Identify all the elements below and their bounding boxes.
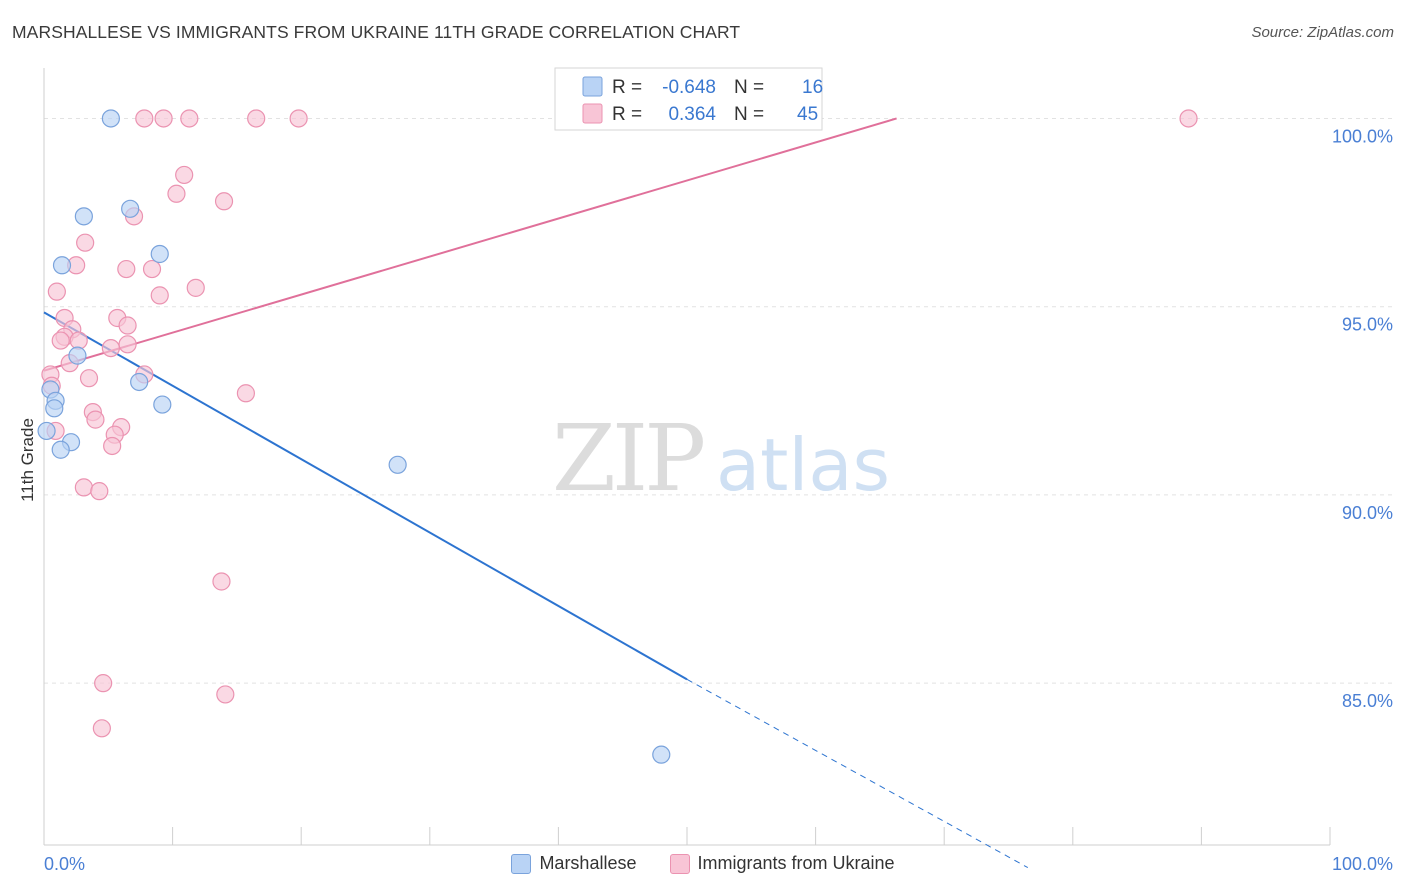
point-marshallese — [652, 745, 671, 764]
point-marshallese — [150, 244, 169, 264]
watermark: ZIP atlas — [552, 405, 890, 512]
point-ukraine — [150, 286, 169, 305]
stats-n-value-2: 45 — [797, 104, 818, 125]
stats-n-label-1: N = — [734, 77, 764, 98]
source-label: Source: ZipAtlas.com — [1251, 24, 1394, 41]
point-ukraine — [51, 331, 70, 350]
stats-r-label-1: R = — [612, 77, 642, 98]
point-ukraine — [142, 259, 162, 279]
point-ukraine — [74, 478, 93, 497]
x-tick-label: 100.0% — [1332, 854, 1393, 874]
y-tick-label: 100.0% — [1332, 126, 1393, 146]
stats-n-value-1: 16 — [802, 77, 823, 98]
point-ukraine — [135, 109, 154, 128]
point-ukraine — [118, 335, 137, 354]
stats-swatch-marshallese — [582, 76, 603, 97]
point-ukraine — [117, 259, 136, 279]
point-ukraine — [289, 109, 308, 128]
point-ukraine — [79, 369, 99, 388]
point-marshallese — [388, 455, 407, 474]
legend-item-ukraine[interactable]: Immigrants from Ukraine — [669, 852, 895, 874]
axes — [43, 68, 1331, 846]
legend-label-marshallese: Marshallese — [539, 852, 637, 873]
point-ukraine — [92, 719, 111, 738]
point-marshallese — [121, 199, 140, 218]
point-ukraine — [94, 674, 113, 693]
point-marshallese — [68, 346, 87, 365]
chart-title: MARSHALLESE VS IMMIGRANTS FROM UKRAINE 1… — [12, 22, 741, 42]
stats-swatch-ukraine — [582, 103, 603, 124]
point-marshallese — [130, 372, 149, 392]
x-tick-labels: 0.0% 100.0% — [44, 854, 1393, 874]
point-marshallese — [37, 421, 56, 441]
watermark-zip: ZIP — [552, 405, 703, 512]
stats-legend: R = -0.648 N = 16 R = 0.364 N = 45 — [554, 67, 823, 131]
point-ukraine — [154, 109, 173, 128]
stats-r-value-2: 0.364 — [668, 104, 716, 125]
point-ukraine — [212, 572, 231, 591]
point-ukraine — [180, 109, 199, 128]
point-marshallese — [74, 207, 93, 226]
legend-label-ukraine: Immigrants from Ukraine — [697, 852, 895, 873]
point-ukraine — [90, 482, 109, 501]
stats-n-label-2: N = — [734, 104, 764, 125]
legend-swatch-marshallese — [511, 853, 532, 874]
watermark-atlas: atlas — [716, 423, 890, 507]
trend-line-marshallese-extension — [686, 678, 1029, 869]
point-marshallese — [101, 109, 120, 128]
trend-line-ukraine — [43, 117, 897, 372]
bottom-legend: Marshallese Immigrants from Ukraine — [0, 852, 1406, 874]
legend-swatch-ukraine — [669, 853, 690, 874]
point-ukraine — [214, 192, 234, 211]
point-ukraine — [118, 316, 137, 335]
point-ukraine — [175, 165, 194, 185]
x-tick-label: 0.0% — [44, 854, 85, 874]
point-marshallese — [153, 395, 172, 414]
point-marshallese — [45, 399, 64, 418]
y-tick-labels: 100.0% 95.0% 90.0% 85.0% — [1332, 126, 1393, 711]
y-tick-label: 90.0% — [1342, 503, 1393, 523]
point-ukraine — [186, 278, 205, 297]
legend-item-marshallese[interactable]: Marshallese — [511, 853, 636, 874]
point-ukraine — [76, 233, 95, 252]
point-ukraine — [247, 109, 266, 128]
point-ukraine — [216, 685, 235, 704]
point-ukraine — [86, 410, 105, 429]
point-marshallese — [52, 256, 72, 275]
stats-r-value-1: -0.648 — [662, 77, 716, 98]
stats-r-label-2: R = — [612, 104, 642, 125]
point-ukraine — [103, 436, 122, 456]
point-ukraine — [1179, 109, 1198, 128]
point-marshallese — [51, 440, 70, 459]
y-tick-label: 85.0% — [1342, 691, 1393, 711]
point-ukraine — [47, 282, 66, 301]
point-ukraine — [101, 338, 120, 358]
point-ukraine — [167, 184, 186, 203]
point-ukraine — [69, 331, 88, 350]
y-axis-label: 11th Grade — [18, 418, 37, 502]
y-tick-label: 95.0% — [1342, 315, 1393, 335]
point-ukraine — [236, 384, 256, 403]
